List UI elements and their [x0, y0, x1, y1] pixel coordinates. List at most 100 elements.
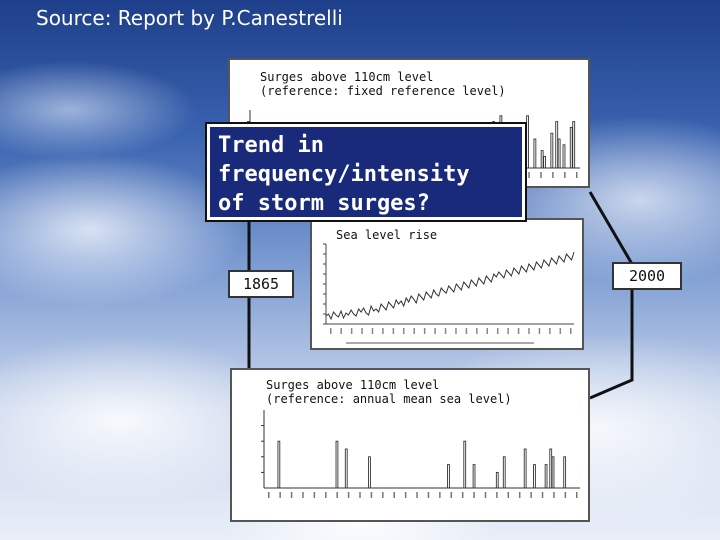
surge-bar	[523, 448, 527, 489]
surge-bar	[533, 464, 536, 489]
x-tick-mark	[340, 328, 342, 334]
x-tick-mark	[564, 492, 567, 498]
x-tick-mark	[461, 492, 464, 498]
x-tick-mark	[530, 492, 532, 498]
surge-bar	[562, 144, 566, 169]
x-tick-mark	[528, 328, 530, 334]
surges-annual-panel: Surges above 110cm level (reference: ann…	[230, 368, 590, 522]
x-tick-mark	[486, 328, 489, 334]
x-tick-mark	[540, 172, 542, 178]
surge-bar	[335, 440, 339, 489]
connector-line-end	[588, 191, 634, 265]
x-tick-mark	[570, 328, 572, 334]
x-tick-mark	[359, 492, 361, 498]
x-tick-mark	[507, 492, 510, 498]
surge-bar	[277, 440, 281, 489]
surge-bar	[569, 126, 573, 169]
surge-bar	[549, 448, 553, 489]
x-tick-mark	[350, 328, 353, 334]
x-tick-mark	[455, 328, 457, 334]
x-tick-mark	[476, 328, 478, 334]
x-tick-mark	[330, 328, 332, 334]
x-tick-mark	[528, 172, 530, 178]
surge-bar	[551, 456, 555, 489]
x-tick-mark	[361, 328, 363, 334]
surge-bar	[533, 138, 537, 169]
connector-line-end-bottom	[589, 290, 634, 400]
end-year-label: 2000	[612, 262, 682, 290]
x-tick-mark	[444, 328, 447, 334]
surges-fixed-title-line1: Surges above 110cm level	[260, 70, 434, 84]
x-tick-mark	[496, 328, 499, 334]
surges-annual-chart	[261, 410, 580, 498]
x-tick-mark	[371, 328, 374, 334]
x-tick-mark	[325, 492, 327, 498]
x-tick-mark	[549, 328, 551, 334]
x-tick-mark	[538, 328, 541, 334]
start-year-label: 1865	[228, 270, 294, 298]
x-tick-mark	[559, 328, 562, 334]
question-line-1: Trend in	[218, 133, 324, 158]
x-tick-mark	[404, 492, 407, 498]
x-tick-mark	[403, 328, 405, 334]
x-tick-mark	[439, 492, 441, 498]
x-tick-mark	[473, 492, 475, 498]
x-tick-mark	[302, 492, 304, 498]
x-tick-mark	[484, 492, 487, 498]
surge-bar	[563, 456, 567, 489]
x-tick-mark	[423, 328, 426, 334]
sea-level-series-line	[325, 251, 575, 321]
sea-level-chart	[323, 243, 575, 344]
surge-bar	[368, 456, 371, 489]
x-tick-mark	[576, 492, 578, 498]
x-tick-mark	[416, 492, 418, 498]
surge-bar	[544, 464, 548, 489]
x-tick-mark	[393, 492, 395, 498]
surge-bar	[550, 132, 554, 169]
x-tick-mark	[552, 172, 554, 178]
x-tick-mark	[290, 492, 293, 498]
x-tick-mark	[434, 328, 436, 334]
x-tick-mark	[427, 492, 430, 498]
sea-level-panel: Sea level rise	[310, 218, 584, 350]
surge-bar	[555, 121, 559, 169]
caption-line	[346, 342, 534, 344]
x-tick-mark	[336, 492, 338, 498]
x-tick-mark	[507, 328, 509, 334]
surge-bar	[572, 121, 576, 169]
surge-bar	[463, 440, 467, 489]
x-tick-mark	[564, 172, 566, 178]
surge-bar	[557, 138, 561, 169]
x-tick-mark	[413, 328, 415, 334]
x-tick-mark	[541, 492, 544, 498]
surges-annual-title-line2: (reference: annual mean sea level)	[266, 392, 512, 406]
question-callout: Trend in frequency/intensity of storm su…	[205, 122, 527, 222]
question-text: Trend in frequency/intensity of storm su…	[218, 131, 470, 218]
surge-bar	[495, 471, 499, 489]
x-tick-mark	[382, 328, 384, 334]
surge-bar	[543, 155, 546, 169]
x-tick-mark	[382, 492, 384, 498]
x-tick-mark	[279, 492, 281, 498]
x-tick-mark	[465, 328, 468, 334]
x-tick-mark	[496, 492, 498, 498]
surges-annual-title-line1: Surges above 110cm level	[266, 378, 440, 392]
x-tick-mark	[370, 492, 373, 498]
surge-bar	[344, 448, 348, 489]
surges-fixed-title-line2: (reference: fixed reference level)	[260, 84, 506, 98]
surge-bar	[502, 456, 506, 489]
x-tick-mark	[313, 492, 316, 498]
surge-bar	[540, 150, 544, 169]
x-tick-mark	[347, 492, 350, 498]
surge-bar	[526, 115, 530, 169]
x-tick-mark	[392, 328, 395, 334]
x-tick-mark	[553, 492, 555, 498]
surge-bar	[447, 464, 450, 489]
question-line-3: of storm surges?	[218, 191, 430, 216]
x-tick-mark	[517, 328, 520, 334]
question-line-2: frequency/intensity	[218, 162, 470, 187]
x-tick-mark	[450, 492, 453, 498]
sea-level-title: Sea level rise	[336, 228, 438, 242]
x-tick-mark	[518, 492, 521, 498]
x-tick-mark	[268, 492, 270, 498]
